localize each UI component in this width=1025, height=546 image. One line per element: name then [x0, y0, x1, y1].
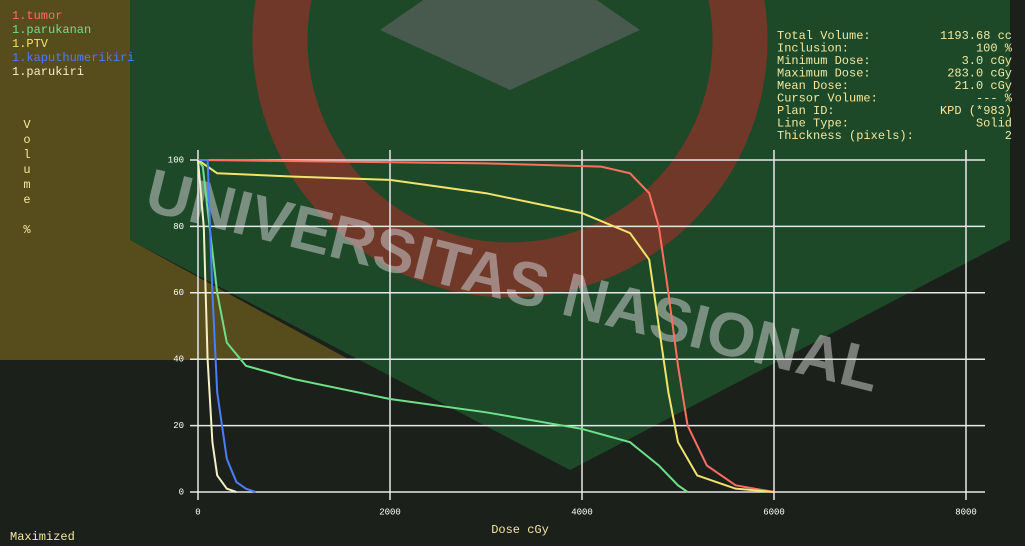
- y-tick-label: 100: [168, 155, 184, 165]
- series-line: [197, 159, 775, 493]
- info-value: Solid: [976, 117, 1012, 131]
- x-tick-label: 2000: [379, 507, 401, 517]
- y-tick-label: 80: [173, 222, 184, 232]
- info-label: Total Volume:: [777, 29, 871, 43]
- x-tick-label: 0: [195, 507, 200, 517]
- legend-entry: 1.PTV: [12, 37, 49, 51]
- x-tick-label: 4000: [571, 507, 593, 517]
- y-tick-label: 20: [173, 421, 184, 431]
- info-value: 1193.68 cc: [940, 29, 1012, 43]
- info-label: Plan ID:: [777, 104, 835, 118]
- series-line: [197, 159, 237, 493]
- series-line: [198, 159, 256, 493]
- y-tick-label: 0: [179, 487, 184, 497]
- y-axis-label: Volume %: [20, 118, 34, 238]
- watermark-emblem: [380, 0, 640, 90]
- x-axis-label: Dose cGy: [491, 523, 549, 537]
- info-value: 100 %: [976, 42, 1013, 56]
- info-label: Line Type:: [777, 117, 849, 131]
- legend-entry: 1.kaputhumerikiri: [12, 51, 134, 65]
- info-label: Maximum Dose:: [777, 67, 871, 81]
- watermark-band: [0, 0, 350, 360]
- info-value: --- %: [976, 92, 1013, 106]
- legend-entry: 1.parukanan: [12, 23, 91, 37]
- info-value: 21.0 cGy: [954, 79, 1012, 93]
- info-value: 2: [1005, 129, 1012, 143]
- info-label: Inclusion:: [777, 42, 849, 56]
- info-label: Thickness (pixels):: [777, 129, 914, 143]
- info-label: Minimum Dose:: [777, 54, 871, 68]
- info-label: Mean Dose:: [777, 79, 849, 93]
- info-label: Cursor Volume:: [777, 92, 878, 106]
- watermark-ring: [252, 0, 768, 298]
- info-value: 283.0 cGy: [947, 67, 1012, 81]
- info-value: KPD (*983): [940, 104, 1012, 118]
- legend-entry: 1.tumor: [12, 9, 62, 23]
- legend-entry: 1.parukiri: [12, 65, 84, 79]
- y-tick-label: 60: [173, 288, 184, 298]
- info-value: 3.0 cGy: [962, 54, 1012, 68]
- status-text: Maximized: [10, 530, 75, 544]
- y-tick-label: 40: [173, 355, 184, 365]
- x-tick-label: 6000: [763, 507, 785, 517]
- x-tick-label: 8000: [955, 507, 977, 517]
- series-line: [197, 159, 775, 493]
